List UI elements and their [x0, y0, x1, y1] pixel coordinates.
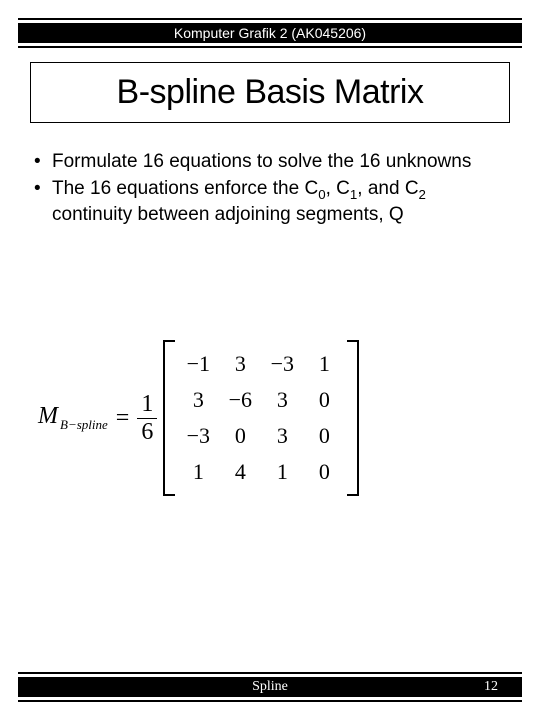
bullet-text: The 16 equations enforce the C0, C1, and… — [52, 177, 510, 228]
equals-sign: = — [116, 405, 130, 432]
matrix-cell: −6 — [229, 387, 252, 413]
footer-rule-top — [18, 672, 522, 674]
fraction-numerator: 1 — [137, 391, 157, 418]
fraction-denominator: 6 — [137, 419, 157, 445]
matrix-cell: 1 — [319, 351, 330, 377]
matrix-cell: 4 — [235, 459, 246, 485]
footer-rule-bottom — [18, 700, 522, 702]
bullet-item: • The 16 equations enforce the C0, C1, a… — [34, 177, 510, 228]
formula-subscript: B−spline — [60, 417, 108, 432]
header-rule-top — [18, 18, 522, 20]
matrix-cell: 1 — [193, 459, 204, 485]
formula-symbol: M — [38, 403, 58, 429]
course-code: Komputer Grafik 2 (AK045206) — [174, 25, 366, 41]
footer-band: Spline 12 — [18, 672, 522, 702]
matrix-cell: 0 — [319, 459, 330, 485]
formula-lhs: MB−spline — [38, 403, 108, 433]
matrix-grid: −1 3 −3 1 3 −6 3 0 −3 0 3 0 1 4 1 0 — [173, 340, 349, 496]
matrix-cell: 1 — [277, 459, 288, 485]
bspline-matrix-formula: MB−spline = 1 6 −1 3 −3 1 3 −6 3 0 −3 0 3 0 1 4 1 0 — [38, 340, 520, 496]
matrix-cell: −3 — [187, 423, 210, 449]
matrix-cell: 3 — [235, 351, 246, 377]
bullet-marker: • — [34, 150, 52, 175]
bullet-list: • Formulate 16 equations to solve the 16… — [34, 150, 510, 229]
slide-title-box: B-spline Basis Matrix — [30, 62, 510, 123]
matrix-cell: 3 — [193, 387, 204, 413]
matrix: −1 3 −3 1 3 −6 3 0 −3 0 3 0 1 4 1 0 — [163, 340, 359, 496]
header-black-bar: Komputer Grafik 2 (AK045206) — [18, 23, 522, 43]
scalar-fraction: 1 6 — [137, 391, 157, 445]
matrix-bracket-right — [349, 340, 359, 496]
matrix-cell: −3 — [271, 351, 294, 377]
slide-title: B-spline Basis Matrix — [35, 73, 505, 112]
matrix-cell: −1 — [187, 351, 210, 377]
footer-black-bar: Spline 12 — [18, 677, 522, 697]
matrix-cell: 3 — [277, 387, 288, 413]
bullet-text: Formulate 16 equations to solve the 16 u… — [52, 150, 510, 175]
header-band: Komputer Grafik 2 (AK045206) — [18, 18, 522, 48]
bullet-item: • Formulate 16 equations to solve the 16… — [34, 150, 510, 175]
matrix-cell: 3 — [277, 423, 288, 449]
footer-title: Spline — [252, 679, 288, 695]
matrix-bracket-left — [163, 340, 173, 496]
header-rule-bottom — [18, 46, 522, 48]
matrix-cell: 0 — [235, 423, 246, 449]
bullet-marker: • — [34, 177, 52, 228]
matrix-cell: 0 — [319, 423, 330, 449]
matrix-cell: 0 — [319, 387, 330, 413]
footer-page-number: 12 — [484, 679, 498, 695]
